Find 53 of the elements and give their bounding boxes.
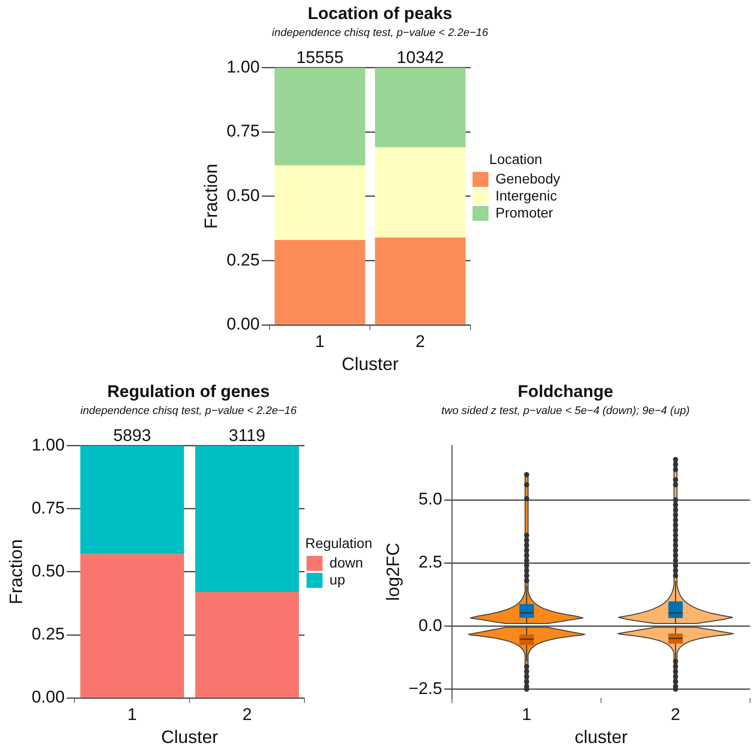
x-tick-label: 1 <box>522 704 532 724</box>
annotation: 5893 <box>113 426 152 445</box>
x-tick-label: 2 <box>416 332 426 351</box>
bar <box>274 165 366 240</box>
annotation: 3119 <box>228 426 266 445</box>
x-axis-title: Cluster <box>342 354 399 374</box>
y-tick-label: −2.5 <box>408 678 442 698</box>
y-tick-label: 0.50 <box>32 561 65 580</box>
y-axis-title: Fraction <box>200 164 221 229</box>
x-tick-label: 1 <box>127 704 137 724</box>
y-axis-title: log2FC <box>382 542 403 601</box>
chart-title: Foldchange <box>518 382 614 401</box>
bar <box>80 446 184 554</box>
bar <box>374 237 466 324</box>
x-tick-label: 2 <box>670 704 680 724</box>
chart-subtitle: two sided z test, p−value < 5e−4 (down); 9e−4 (up) <box>441 405 690 418</box>
y-tick-label: 0.00 <box>32 688 65 707</box>
y-tick-label: 5.0 <box>418 490 442 509</box>
y-tick-label: 1.00 <box>32 435 65 454</box>
bar <box>374 68 466 148</box>
x-axis-title: Cluster <box>161 727 218 748</box>
legend-title: Location <box>489 150 542 167</box>
y-tick-label: 0.75 <box>226 122 260 141</box>
y-tick-label: 0.25 <box>226 250 260 270</box>
bar <box>195 446 299 592</box>
legend-label: Genebody <box>496 170 560 186</box>
y-tick-label: 2.5 <box>418 552 442 572</box>
chart-subtitle: independence chisq test, p−value < 2.2e−16 <box>272 27 489 40</box>
bar <box>274 240 366 324</box>
y-tick-label: 0.0 <box>418 616 442 635</box>
y-tick-label: 0.75 <box>32 498 65 518</box>
legend-label: down <box>330 554 363 570</box>
annotation: 10342 <box>396 48 444 67</box>
bar <box>274 68 366 166</box>
y-tick-label: 0.25 <box>32 624 65 644</box>
y-tick-label: 1.00 <box>226 57 260 76</box>
legend-label: Promoter <box>496 204 554 220</box>
x-tick-label: 2 <box>242 704 252 724</box>
legend-label: Intergenic <box>496 187 557 204</box>
y-tick-label: 0.50 <box>226 186 260 205</box>
x-tick-label: 1 <box>315 332 325 351</box>
y-axis-title: Fraction <box>6 539 26 604</box>
bar <box>80 554 184 698</box>
chart-title: Regulation of genes <box>107 382 270 401</box>
chart-title: Location of peaks <box>308 4 452 23</box>
chart-subtitle: independence chisq test, p−value < 2.2e−16 <box>80 405 298 418</box>
x-axis-title: cluster <box>574 727 628 748</box>
bar <box>195 592 299 698</box>
legend-title: Regulation <box>305 534 372 551</box>
legend-label: up <box>330 571 346 588</box>
annotation: 15555 <box>296 48 344 67</box>
bar <box>374 147 466 238</box>
y-tick-label: 0.00 <box>226 314 260 334</box>
